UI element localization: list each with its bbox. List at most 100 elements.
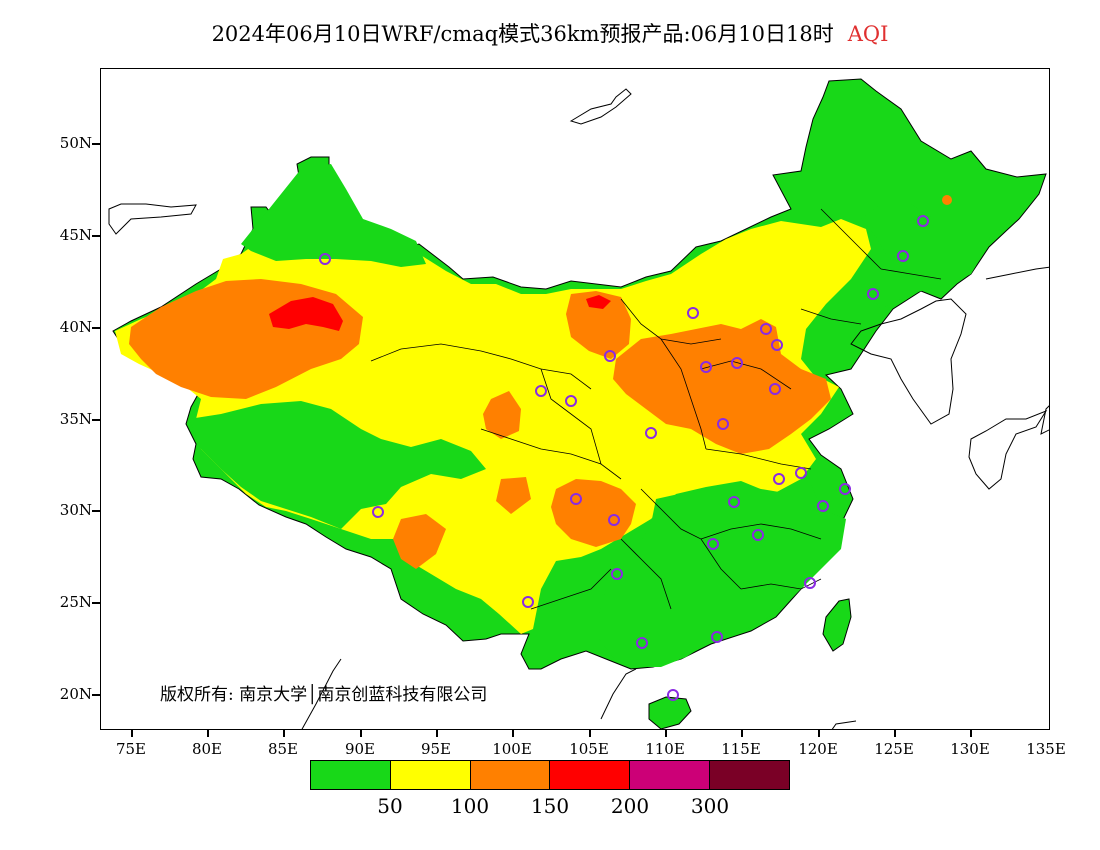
colorbar-segment-maroon (709, 761, 789, 789)
lon-label-90e: 90E (344, 740, 376, 758)
station-marker (565, 395, 577, 407)
station-marker (867, 288, 879, 300)
station-marker (667, 689, 679, 701)
station-marker (604, 350, 616, 362)
lon-tick (741, 730, 743, 737)
lon-label-115e: 115E (721, 740, 761, 758)
lat-tick (92, 327, 100, 329)
taiwan-island (822, 598, 852, 652)
lon-tick (360, 730, 362, 737)
junggar-good-region (241, 164, 426, 267)
station-marker (707, 538, 719, 550)
station-marker (771, 339, 783, 351)
station-marker (760, 323, 772, 335)
station-marker (728, 496, 740, 508)
lat-label-25n: 25N (59, 593, 92, 611)
station-marker (752, 529, 764, 541)
station-markers (319, 215, 929, 701)
map-frame (100, 68, 1050, 730)
lat-tick (92, 235, 100, 237)
map-title: 2024年06月10日WRF/cmaq模式36km预报产品:06月10日18时 A… (0, 18, 1100, 48)
lat-label-30n: 30N (59, 501, 92, 519)
colorbar-label-300: 300 (690, 794, 730, 818)
station-marker (645, 427, 657, 439)
qinghai-usg-region (483, 391, 521, 439)
station-marker (917, 215, 929, 227)
lon-label-75e: 75E (115, 740, 147, 758)
aqi-colorbar (310, 760, 790, 790)
lon-tick (970, 730, 972, 737)
station-marker (769, 383, 781, 395)
lon-label-130e: 130E (950, 740, 990, 758)
station-marker (795, 467, 807, 479)
lat-label-20n: 20N (59, 685, 92, 703)
lon-label-80e: 80E (191, 740, 223, 758)
lat-label-40n: 40N (59, 318, 92, 336)
guizhou-usg-region (496, 477, 531, 514)
colorbar-label-100: 100 (450, 794, 490, 818)
lat-label-45n: 45N (59, 226, 92, 244)
lat-tick (92, 419, 100, 421)
lat-tick (92, 143, 100, 145)
station-marker (717, 418, 729, 430)
station-marker (897, 250, 909, 262)
station-marker (700, 361, 712, 373)
northeast-orange-spot (942, 195, 952, 205)
colorbar-segment-red (549, 761, 630, 789)
lon-label-120e: 120E (798, 740, 838, 758)
neighbor-coastlines (108, 88, 1049, 729)
station-marker (636, 637, 648, 649)
lon-tick (207, 730, 209, 737)
station-marker (839, 483, 851, 495)
station-marker (804, 577, 816, 589)
colorbar-label-200: 200 (610, 794, 650, 818)
lon-label-105e: 105E (569, 740, 609, 758)
lon-tick (283, 730, 285, 737)
station-marker (319, 253, 331, 265)
province-borders (370, 208, 942, 610)
station-marker (817, 500, 829, 512)
lat-tick (92, 510, 100, 512)
lon-label-85e: 85E (267, 740, 299, 758)
lon-tick (818, 730, 820, 737)
station-marker (773, 473, 785, 485)
lat-label-50n: 50N (59, 134, 92, 152)
station-marker (570, 493, 582, 505)
station-marker (372, 506, 384, 518)
tibet-good-region (189, 401, 486, 529)
station-marker (687, 307, 699, 319)
colorbar-label-150: 150 (530, 794, 570, 818)
station-marker (535, 385, 547, 397)
station-marker (608, 514, 620, 526)
lon-tick (665, 730, 667, 737)
colorbar-segment-purple (629, 761, 710, 789)
station-marker (731, 357, 743, 369)
north-china-usg-region (613, 319, 831, 454)
copyright-text: 版权所有: 南京大学│南京创蓝科技有限公司 (160, 685, 488, 705)
station-marker (522, 596, 534, 608)
aqi-map (108, 78, 1049, 729)
lat-tick (92, 602, 100, 604)
southeast-good-region (599, 484, 846, 667)
lat-tick (92, 694, 100, 696)
yunnan-usg-region (393, 514, 446, 569)
lon-tick (512, 730, 514, 737)
station-marker (711, 631, 723, 643)
lon-label-125e: 125E (874, 740, 914, 758)
hainan-island (648, 696, 692, 729)
lon-tick (436, 730, 438, 737)
colorbar-label-50: 50 (377, 794, 403, 818)
colorbar-segment-orange (469, 761, 550, 789)
title-variable: AQI (847, 22, 889, 46)
northeast-good-region (861, 204, 986, 309)
colorbar-segment-yellow (389, 761, 470, 789)
colorbar-segment-green (311, 761, 390, 789)
title-text: 2024年06月10日WRF/cmaq模式36km预报产品:06月10日18时 (211, 22, 834, 46)
lon-label-100e: 100E (492, 740, 532, 758)
station-marker (611, 568, 623, 580)
lon-tick (131, 730, 133, 737)
lon-label-110e: 110E (645, 740, 685, 758)
lon-label-95e: 95E (420, 740, 452, 758)
lon-tick (589, 730, 591, 737)
inner-mongolia-unhealthy-hotspot (586, 295, 611, 309)
